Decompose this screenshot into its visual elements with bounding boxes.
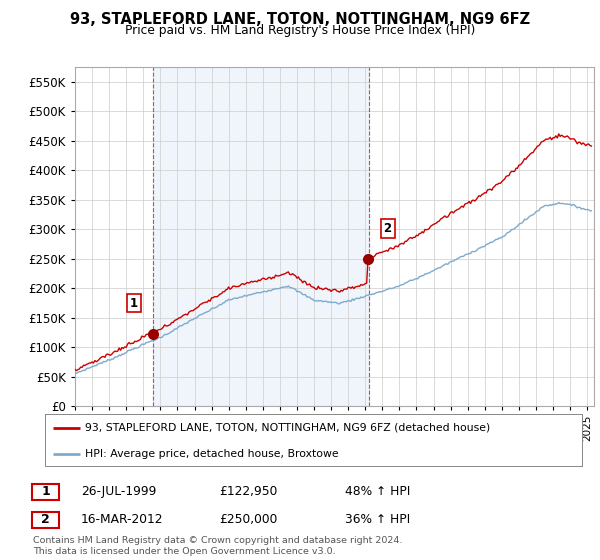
Text: 48% ↑ HPI: 48% ↑ HPI xyxy=(345,485,410,498)
Text: 36% ↑ HPI: 36% ↑ HPI xyxy=(345,513,410,526)
Text: 2: 2 xyxy=(383,222,392,235)
Text: 1: 1 xyxy=(130,296,138,310)
Text: HPI: Average price, detached house, Broxtowe: HPI: Average price, detached house, Brox… xyxy=(85,449,339,459)
Text: 16-MAR-2012: 16-MAR-2012 xyxy=(81,513,163,526)
Text: £122,950: £122,950 xyxy=(219,485,277,498)
Text: 93, STAPLEFORD LANE, TOTON, NOTTINGHAM, NG9 6FZ: 93, STAPLEFORD LANE, TOTON, NOTTINGHAM, … xyxy=(70,12,530,27)
Text: 2: 2 xyxy=(41,513,50,526)
Text: Price paid vs. HM Land Registry's House Price Index (HPI): Price paid vs. HM Land Registry's House … xyxy=(125,24,475,37)
Text: 26-JUL-1999: 26-JUL-1999 xyxy=(81,485,157,498)
Text: 93, STAPLEFORD LANE, TOTON, NOTTINGHAM, NG9 6FZ (detached house): 93, STAPLEFORD LANE, TOTON, NOTTINGHAM, … xyxy=(85,423,491,433)
Bar xyxy=(153,67,369,406)
Text: 1: 1 xyxy=(41,485,50,498)
Text: £250,000: £250,000 xyxy=(219,513,277,526)
Text: Contains HM Land Registry data © Crown copyright and database right 2024.
This d: Contains HM Land Registry data © Crown c… xyxy=(33,536,403,556)
